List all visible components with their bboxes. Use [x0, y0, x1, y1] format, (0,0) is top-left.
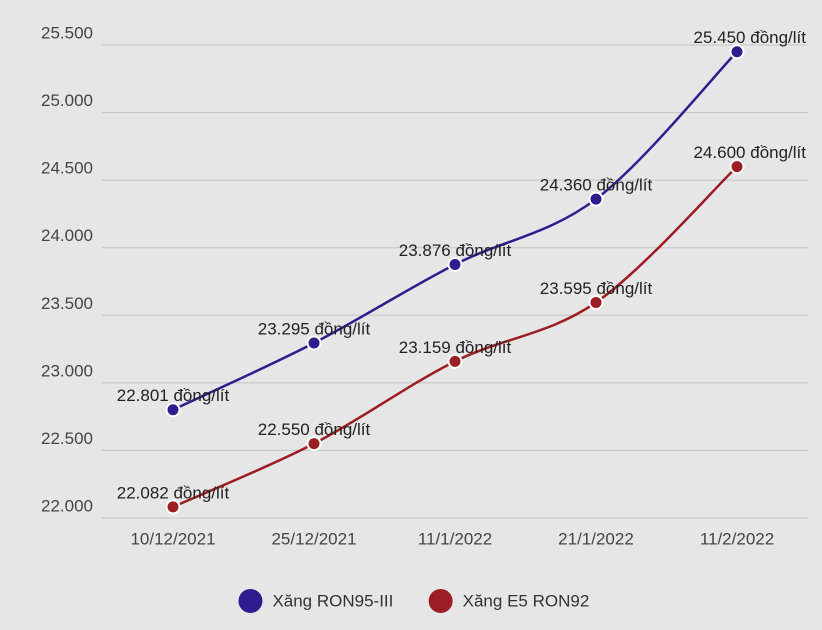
data-label: 23.876 đồng/lít — [399, 241, 512, 260]
y-tick-label: 23.000 — [41, 361, 93, 380]
legend-marker — [238, 589, 263, 613]
point — [165, 499, 181, 515]
data-label: 22.082 đồng/lít — [117, 483, 230, 502]
data-label: 24.600 đồng/lít — [694, 143, 807, 162]
legend-label: Xăng E5 RON92 — [463, 591, 590, 610]
legend-marker — [428, 589, 453, 613]
y-tick-label: 22.000 — [41, 496, 93, 515]
point — [165, 402, 181, 418]
x-tick-label: 21/1/2022 — [558, 529, 634, 548]
data-label: 23.295 đồng/lít — [258, 319, 371, 338]
point — [729, 159, 745, 175]
point — [306, 335, 322, 351]
y-tick-label: 23.500 — [41, 294, 93, 313]
x-tick-label: 25/12/2021 — [271, 529, 356, 548]
point — [306, 436, 322, 452]
data-label: 25.450 đồng/lít — [694, 28, 807, 47]
x-tick-label: 10/12/2021 — [130, 529, 215, 548]
point — [729, 44, 745, 60]
data-label: 23.595 đồng/lít — [540, 279, 653, 298]
point — [447, 353, 463, 369]
data-label: 23.159 đồng/lít — [399, 338, 512, 357]
data-label: 24.360 đồng/lít — [540, 176, 653, 195]
point — [447, 256, 463, 272]
point — [588, 191, 604, 207]
y-tick-label: 24.500 — [41, 159, 93, 178]
y-tick-label: 25.000 — [41, 91, 93, 110]
y-tick-label: 22.500 — [41, 429, 93, 448]
x-tick-label: 11/1/2022 — [418, 529, 492, 548]
data-label: 22.801 đồng/lít — [117, 386, 230, 405]
x-tick-label: 11/2/2022 — [700, 529, 774, 548]
y-tick-label: 24.000 — [41, 226, 93, 245]
point — [588, 294, 604, 310]
data-label: 22.550 đồng/lít — [258, 420, 371, 439]
legend-label: Xăng RON95-III — [272, 591, 393, 610]
y-tick-label: 25.500 — [41, 23, 93, 42]
